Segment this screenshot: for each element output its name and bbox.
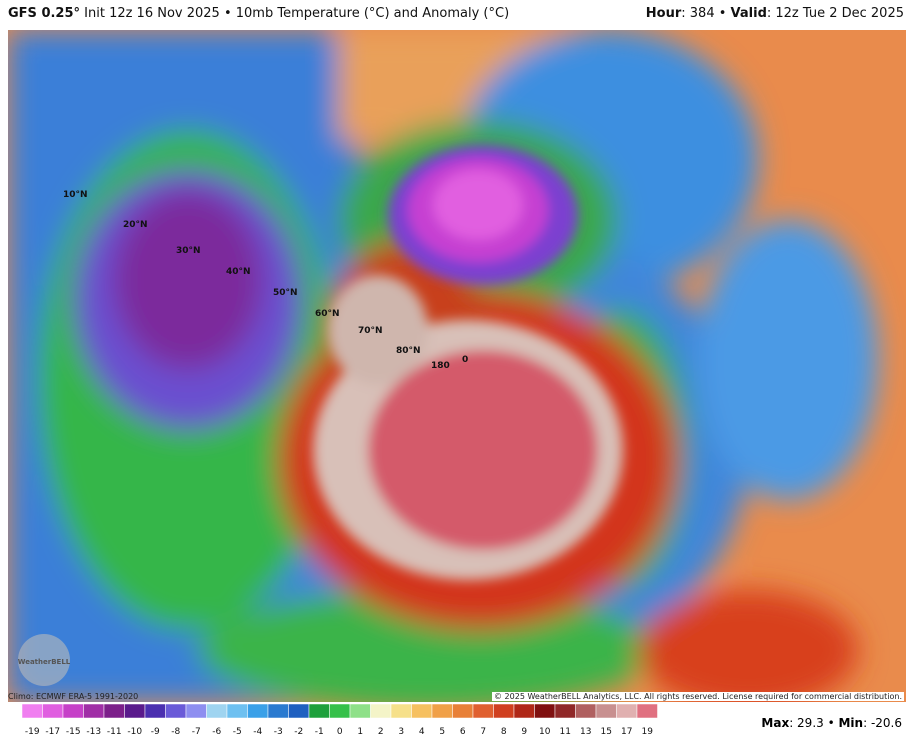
text-part: Init 12z 16 Nov 2025 • 10mb Temperature … bbox=[80, 6, 510, 21]
legend-label: -10 bbox=[127, 727, 142, 737]
legend-swatch bbox=[247, 704, 269, 719]
text-part: Min bbox=[838, 716, 864, 730]
text-part: GFS 0.25° bbox=[8, 6, 81, 21]
lat-label: 20°N bbox=[123, 220, 148, 230]
legend-swatch bbox=[62, 704, 84, 719]
legend-label: -2 bbox=[294, 727, 303, 737]
legend-swatch bbox=[185, 704, 207, 719]
legend-swatch bbox=[165, 704, 187, 719]
legend-label: 0 bbox=[337, 727, 343, 737]
legend-swatch bbox=[493, 704, 515, 719]
legend-label: -17 bbox=[45, 727, 60, 737]
copyright: © 2025 WeatherBELL Analytics, LLC. All r… bbox=[492, 692, 904, 701]
legend-swatch bbox=[226, 704, 248, 719]
legend-swatch bbox=[103, 704, 125, 719]
legend-label: 4 bbox=[419, 727, 425, 737]
text-part: : -20.6 bbox=[863, 716, 902, 730]
legend-swatch bbox=[42, 704, 64, 719]
legend-label: 2 bbox=[378, 727, 384, 737]
legend-label: 1 bbox=[357, 727, 363, 737]
legend-label: 11 bbox=[560, 727, 571, 737]
legend-swatch bbox=[554, 704, 576, 719]
legend-swatch bbox=[308, 704, 330, 719]
legend-swatch bbox=[370, 704, 392, 719]
legend-label: -15 bbox=[66, 727, 81, 737]
stats: Max: 29.3 • Min: -20.6 bbox=[761, 716, 902, 730]
legend-swatch bbox=[390, 704, 412, 719]
text-part: Hour bbox=[645, 6, 682, 21]
lat-label: 50°N bbox=[273, 288, 298, 298]
legend-swatch bbox=[267, 704, 289, 719]
temperature-core bbox=[313, 145, 623, 580]
climo-note: Climo: ECMWF ERA-5 1991-2020 bbox=[8, 692, 139, 701]
legend-label: -5 bbox=[233, 727, 242, 737]
legend-swatch bbox=[452, 704, 474, 719]
legend-label: 15 bbox=[601, 727, 612, 737]
legend-label: 13 bbox=[580, 727, 591, 737]
text-part: : 384 • bbox=[681, 6, 731, 21]
logo: WeatherBELL bbox=[18, 658, 71, 666]
lat-label: 30°N bbox=[176, 246, 201, 256]
logo-circle bbox=[18, 634, 70, 686]
legend-swatch bbox=[349, 704, 371, 719]
lat-label: 60°N bbox=[315, 309, 340, 319]
legend-label: 7 bbox=[480, 727, 486, 737]
legend-swatch bbox=[83, 704, 105, 719]
lon-label: 0 bbox=[462, 355, 468, 365]
legend-swatch bbox=[513, 704, 535, 719]
legend-swatch bbox=[636, 704, 658, 719]
legend-label: -1 bbox=[315, 727, 324, 737]
text-part: : 12z Tue 2 Dec 2025 bbox=[766, 6, 904, 21]
lon-label: 180 bbox=[431, 361, 450, 371]
header-right: Hour: 384 • Valid: 12z Tue 2 Dec 2025 bbox=[646, 6, 904, 21]
legend-label: -3 bbox=[274, 727, 283, 737]
lat-label: 10°N bbox=[63, 190, 88, 200]
legend-swatch bbox=[534, 704, 556, 719]
legend-swatch bbox=[124, 704, 146, 719]
lat-label: 80°N bbox=[396, 346, 421, 356]
legend-swatch bbox=[575, 704, 597, 719]
header-left: GFS 0.25° Init 12z 16 Nov 2025 • 10mb Te… bbox=[8, 6, 509, 21]
legend-label: -8 bbox=[171, 727, 180, 737]
legend-label: -7 bbox=[192, 727, 201, 737]
legend-label: -19 bbox=[25, 727, 40, 737]
text-part: Max bbox=[761, 716, 790, 730]
lat-label: 40°N bbox=[226, 267, 251, 277]
legend-swatch bbox=[472, 704, 494, 719]
legend-label: 8 bbox=[501, 727, 507, 737]
legend-label: -6 bbox=[212, 727, 221, 737]
legend-label: 19 bbox=[642, 727, 654, 737]
legend-label: 10 bbox=[539, 727, 551, 737]
legend-label: 9 bbox=[521, 727, 527, 737]
legend-label: -11 bbox=[107, 727, 122, 737]
map: 10°N 20°N 30°N 40°N 50°N 60°N 70°N 80°N … bbox=[8, 30, 906, 702]
legend-label: -9 bbox=[151, 727, 160, 737]
legend-swatch bbox=[616, 704, 638, 719]
text-part: Valid bbox=[730, 6, 767, 21]
text-part: : 29.3 • bbox=[789, 716, 839, 730]
legend-swatch bbox=[288, 704, 310, 719]
legend-swatch bbox=[144, 704, 166, 719]
legend-label: 3 bbox=[398, 727, 404, 737]
map-labels: 10°N 20°N 30°N 40°N 50°N 60°N 70°N 80°N … bbox=[63, 190, 468, 371]
legend-label: 5 bbox=[439, 727, 445, 737]
legend-swatch bbox=[21, 704, 43, 719]
legend-swatch bbox=[595, 704, 617, 719]
legend-swatch bbox=[206, 704, 228, 719]
legend-swatch bbox=[329, 704, 351, 719]
legend-label: -13 bbox=[86, 727, 101, 737]
legend-label: 6 bbox=[460, 727, 466, 737]
legend-label: 17 bbox=[621, 727, 632, 737]
legend-swatch bbox=[411, 704, 433, 719]
legend-label: -4 bbox=[253, 727, 262, 737]
legend-swatch bbox=[431, 704, 453, 719]
color-legend: -19 -17 -15 -13 -11 -10 -9 -8 -7 -6 -5 -4 -3 -2 -1 0 1 2 3… bbox=[21, 704, 658, 737]
lat-label: 70°N bbox=[358, 326, 383, 336]
